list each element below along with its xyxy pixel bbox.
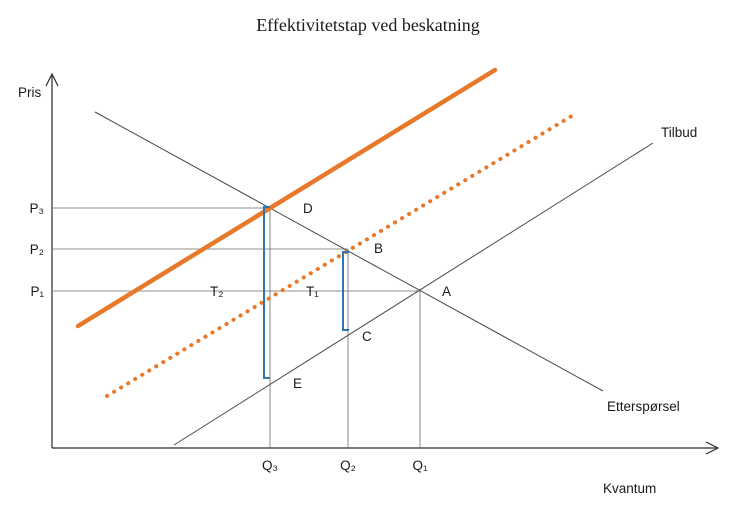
p2-label: P₂ <box>30 242 44 257</box>
p1-label: P₁ <box>30 284 44 299</box>
q1-label: Q₁ <box>412 458 428 473</box>
supply-curve-label: Tilbud <box>661 125 697 140</box>
point-c-label: C <box>362 329 372 344</box>
q3-label: Q₃ <box>262 458 278 473</box>
y-axis-label: Pris <box>18 85 41 100</box>
t1-label: T₁ <box>306 284 319 299</box>
t2-label: T₂ <box>210 284 224 299</box>
supply-plus-tax2-line <box>75 67 498 329</box>
t2-bracket <box>263 206 270 379</box>
diagram-title: Effektivitetstap ved beskatning <box>256 15 480 35</box>
x-axis-arrowhead-icon <box>705 441 720 455</box>
point-d-label: D <box>303 201 313 216</box>
t1-bracket <box>342 251 349 331</box>
y-axis-arrowhead-icon <box>45 72 59 87</box>
point-b-label: B <box>374 241 383 256</box>
x-axis-label: Kvantum <box>603 481 656 496</box>
point-a-label: A <box>442 284 451 299</box>
demand-curve-label: Etterspørsel <box>607 399 680 414</box>
supply-plus-tax1-line <box>105 112 577 398</box>
q2-label: Q₂ <box>340 458 356 473</box>
point-e-label: E <box>293 376 302 391</box>
supply-curve <box>173 142 654 446</box>
p3-label: P₃ <box>29 201 44 216</box>
